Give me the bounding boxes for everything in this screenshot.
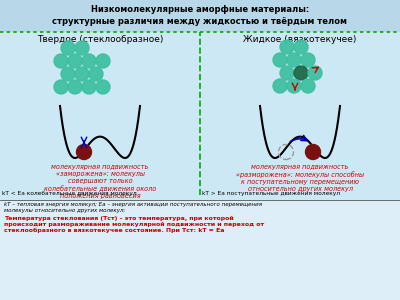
Text: структурные различия между жидкостью и твёрдым телом: структурные различия между жидкостью и т…	[52, 16, 348, 26]
Text: Твердое (стеклообразное): Твердое (стеклообразное)	[37, 35, 163, 44]
Circle shape	[280, 66, 294, 80]
Circle shape	[287, 53, 301, 67]
Circle shape	[61, 67, 75, 81]
Circle shape	[287, 79, 301, 93]
Bar	[0, 200, 400, 300]
Circle shape	[301, 79, 315, 93]
Circle shape	[68, 54, 82, 68]
Circle shape	[76, 145, 92, 160]
Circle shape	[294, 66, 308, 80]
Text: Температура стеклования (Tст) – это температура, при которой
происходит размораж: Температура стеклования (Tст) – это темп…	[4, 216, 264, 233]
Circle shape	[54, 80, 68, 94]
Circle shape	[294, 40, 308, 54]
Circle shape	[280, 40, 294, 54]
Text: Жидкое (вязкотекучее): Жидкое (вязкотекучее)	[243, 35, 357, 44]
Circle shape	[273, 79, 287, 93]
Circle shape	[306, 145, 320, 160]
Circle shape	[273, 53, 287, 67]
Circle shape	[96, 54, 110, 68]
Text: kT > Ea поступательные движения молекул: kT > Ea поступательные движения молекул	[202, 191, 340, 196]
Circle shape	[82, 54, 96, 68]
Circle shape	[75, 67, 89, 81]
Circle shape	[68, 80, 82, 94]
Text: молекулярная подвижность
«заморожена»: молекулы
совершают только
колебательные д: молекулярная подвижность «заморожена»: м…	[44, 164, 156, 199]
Text: молекулярная подвижность
«разморожена»: молекулы способны
к поступательному пере: молекулярная подвижность «разморожена»: …	[236, 164, 364, 192]
Circle shape	[75, 41, 89, 55]
Circle shape	[54, 54, 68, 68]
Circle shape	[61, 41, 75, 55]
Text: kT – тепловая энергия молекул; Ea – энергия активации поступательного перемещени: kT – тепловая энергия молекул; Ea – энер…	[4, 202, 262, 213]
Circle shape	[96, 80, 110, 94]
Text: kT < Ea колебательные движения молекул: kT < Ea колебательные движения молекул	[2, 191, 137, 196]
Circle shape	[301, 53, 315, 67]
Text: Низкомолекулярные аморфные материалы:: Низкомолекулярные аморфные материалы:	[91, 4, 309, 14]
Circle shape	[89, 67, 103, 81]
Circle shape	[82, 80, 96, 94]
Bar	[0, 0, 400, 32]
Circle shape	[308, 66, 322, 80]
